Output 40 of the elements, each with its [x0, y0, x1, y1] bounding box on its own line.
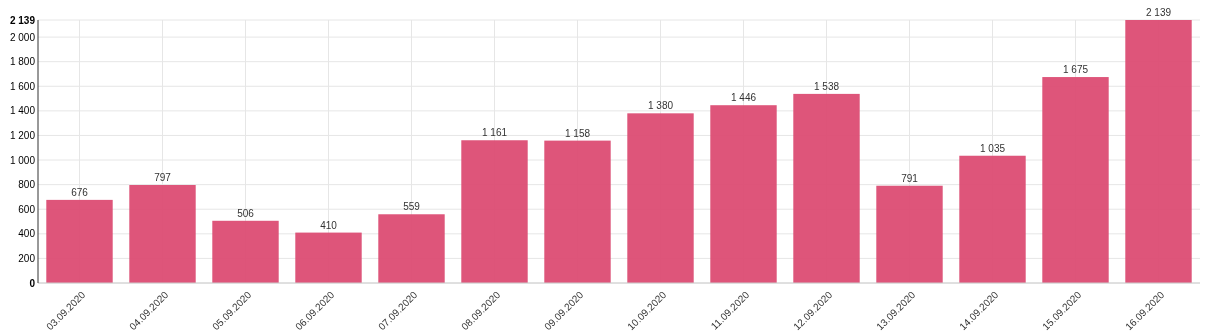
data-label: 1 035 [979, 142, 1006, 154]
y-tick-label: 1 200 [9, 129, 36, 141]
bar [876, 185, 943, 283]
data-label: 1 538 [813, 80, 840, 92]
data-label: 410 [320, 219, 338, 231]
y-tick-label: 600 [18, 203, 36, 215]
data-label: 1 161 [481, 127, 508, 139]
data-label: 1 158 [564, 127, 591, 139]
bar [793, 93, 860, 283]
y-tick-label: 1 600 [9, 80, 36, 92]
data-label: 676 [71, 186, 89, 198]
bar [212, 220, 279, 283]
bar [378, 214, 445, 283]
bar [959, 155, 1026, 283]
bar [295, 232, 362, 283]
bar [544, 140, 611, 283]
data-label: 797 [154, 172, 172, 184]
data-label: 791 [901, 172, 919, 184]
bar [710, 105, 777, 283]
y-tick-label: 2 139 [9, 14, 36, 26]
bar [1042, 77, 1109, 283]
bar [46, 199, 113, 283]
data-label: 559 [403, 201, 421, 213]
bar [627, 113, 694, 283]
y-tick-label: 1 800 [9, 56, 36, 68]
data-label: 1 675 [1062, 64, 1089, 76]
bar [129, 185, 196, 283]
data-label: 506 [237, 207, 255, 219]
bar [1125, 20, 1192, 283]
y-tick-label: 800 [18, 179, 36, 191]
y-tick-label: 200 [18, 252, 36, 264]
data-label: 2 139 [1145, 7, 1172, 18]
y-tick-label: 0 [29, 277, 36, 289]
y-tick-label: 1 400 [9, 105, 36, 117]
bar [461, 140, 528, 283]
data-label: 1 446 [730, 92, 757, 104]
y-tick-label: 400 [18, 228, 36, 240]
y-tick-label: 2 000 [9, 31, 36, 43]
y-tick-label: 1 000 [9, 154, 36, 166]
data-label: 1 380 [647, 100, 674, 112]
